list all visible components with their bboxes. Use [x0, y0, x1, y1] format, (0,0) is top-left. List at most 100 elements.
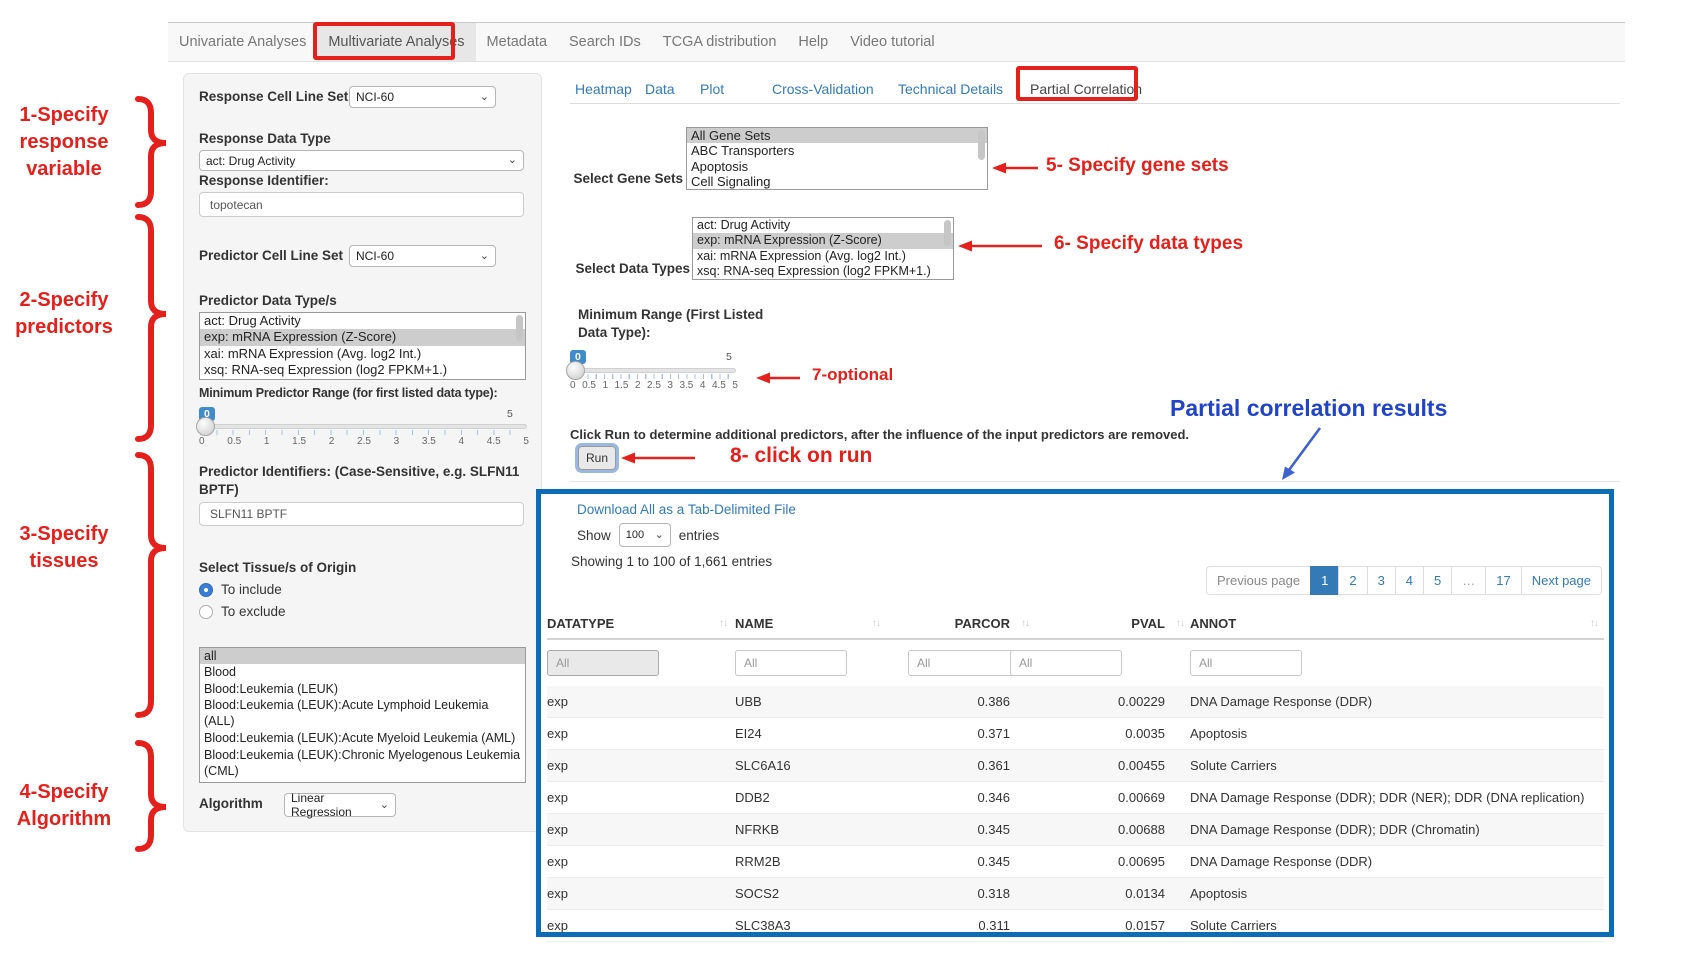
tab-cross-validation[interactable]: Cross-Validation — [772, 81, 874, 97]
arrow-left-icon — [958, 240, 1042, 252]
slider-track[interactable] — [570, 368, 736, 373]
response-identifier-input[interactable] — [199, 192, 524, 217]
filter-datatype-input[interactable] — [547, 650, 659, 676]
listbox-option[interactable]: xsq: RNA-seq Expression (log2 FPKM+1.) — [697, 264, 931, 279]
sort-icon[interactable]: ↑↓ — [872, 617, 881, 629]
cell-datatype: exp — [547, 790, 568, 805]
slider-handle[interactable] — [566, 361, 585, 380]
listbox-option[interactable]: Blood:Leukemia (LEUK):Acute Myeloid Leuk… — [204, 731, 516, 746]
sort-icon[interactable]: ↑↓ — [719, 617, 728, 629]
listbox-option[interactable]: Blood — [204, 665, 236, 680]
brace-response-section — [135, 96, 167, 208]
slider-track[interactable] — [199, 424, 527, 429]
algorithm-select[interactable]: Linear Regression ⌄ — [284, 791, 396, 819]
listbox-option-selected[interactable]: all — [200, 648, 525, 665]
listbox-option[interactable]: xai: mRNA Expression (Avg. log2 Int.) — [204, 345, 422, 361]
next-page-button[interactable]: Next page — [1520, 566, 1602, 595]
listbox-option[interactable]: Blood:Leukemia (LEUK):Chronic Myelogenou… — [204, 747, 521, 779]
nav-video-tutorial[interactable]: Video tutorial — [850, 34, 935, 50]
tab-technical-details[interactable]: Technical Details — [898, 81, 1004, 97]
listbox-option-selected[interactable]: All Gene Sets — [687, 128, 987, 144]
tick-label: 1.5 — [614, 380, 629, 391]
nav-help[interactable]: Help — [798, 34, 829, 50]
tab-plot[interactable]: Plot — [700, 81, 725, 97]
radio-to-exclude[interactable]: To exclude — [199, 604, 286, 619]
page-button-17[interactable]: 17 — [1485, 566, 1522, 595]
table-row: exp NFRKB 0.345 0.00688 DNA Damage Respo… — [547, 814, 1604, 846]
sort-icon[interactable]: ↑↓ — [1176, 617, 1185, 629]
page-button-3[interactable]: 3 — [1366, 566, 1396, 595]
listbox-option[interactable]: Cell Signaling — [691, 174, 771, 190]
sort-icon[interactable]: ↑↓ — [1021, 617, 1030, 629]
top-navbar: Univariate Analyses Multivariate Analyse… — [168, 22, 1625, 62]
section-divider — [570, 481, 1620, 482]
listbox-option-selected[interactable]: exp: mRNA Expression (Z-Score) — [693, 233, 953, 249]
filter-parcor-input[interactable] — [908, 650, 1020, 676]
column-header-annot[interactable]: ANNOT ↑↓ — [1165, 608, 1604, 638]
radio-unselected-icon — [199, 604, 213, 619]
cell-name: NFRKB — [735, 822, 780, 837]
tab-partial-correlation[interactable]: Partial Correlation — [1030, 81, 1143, 97]
cell-datatype: exp — [547, 918, 568, 933]
cell-parcor: 0.386 — [977, 694, 1010, 709]
predictor-cell-line-set-select[interactable]: NCI-60 ⌄ — [349, 245, 496, 267]
scrollbar-thumb[interactable] — [516, 315, 523, 341]
page-button-1[interactable]: 1 — [1310, 566, 1340, 595]
listbox-option[interactable]: ABC Transporters — [691, 143, 795, 159]
entries-label: entries — [678, 527, 720, 543]
listbox-option-selected[interactable]: exp: mRNA Expression (Z-Score) — [200, 329, 525, 346]
sort-icon[interactable]: ↑↓ — [1590, 617, 1599, 629]
scrollbar-thumb[interactable] — [978, 130, 985, 160]
annotation-results-label: Partial correlation results — [1170, 395, 1448, 421]
nav-tcga-distribution[interactable]: TCGA distribution — [662, 34, 777, 50]
column-header-name[interactable]: NAME ↑↓ — [735, 608, 908, 638]
column-header-pval[interactable]: PVAL ↑↓ — [1010, 608, 1185, 638]
tick-label: 5 — [523, 436, 529, 447]
radio-to-exclude-label: To exclude — [221, 604, 286, 619]
filter-name-input[interactable] — [735, 650, 847, 676]
listbox-option[interactable]: act: Drug Activity — [204, 313, 301, 328]
page-button-5[interactable]: 5 — [1423, 566, 1453, 595]
radio-to-include[interactable]: To include — [199, 582, 282, 597]
listbox-option[interactable]: Blood:Leukemia (LEUK):Acute Lymphoid Leu… — [204, 697, 489, 729]
filter-pval-input[interactable] — [1010, 650, 1122, 676]
tabbar-divider — [570, 103, 1620, 104]
filter-annot-input[interactable] — [1190, 650, 1302, 676]
nav-multivariate-analyses[interactable]: Multivariate Analyses — [317, 23, 476, 61]
nav-search-ids[interactable]: Search IDs — [569, 34, 641, 50]
cell-pval: 0.00229 — [1118, 694, 1165, 709]
annotation-step8: 8- click on run — [730, 444, 873, 467]
nav-univariate-analyses[interactable]: Univariate Analyses — [179, 34, 307, 50]
column-header-parcor[interactable]: PARCOR ↑↓ — [908, 608, 1030, 638]
chevron-down-icon: ⌄ — [507, 154, 517, 166]
response-data-type-select[interactable]: act: Drug Activity ⌄ — [199, 150, 524, 171]
listbox-option[interactable]: Blood:Leukemia (LEUK) — [204, 681, 339, 696]
scrollbar-thumb[interactable] — [944, 220, 951, 246]
predictor-identifiers-input[interactable] — [199, 502, 524, 526]
sidebar-form: Response Cell Line Set NCI-60 ⌄ Response… — [183, 73, 542, 832]
slider-handle[interactable] — [196, 417, 215, 436]
cell-pval: 0.00695 — [1118, 854, 1165, 869]
download-tab-delimited-link[interactable]: Download All as a Tab-Delimited File — [577, 502, 796, 517]
tab-data[interactable]: Data — [645, 81, 675, 97]
listbox-option[interactable]: xsq: RNA-seq Expression (log2 FPKM+1.) — [204, 361, 448, 377]
page-button-4[interactable]: 4 — [1394, 566, 1425, 595]
show-entries-control: Show 100 ⌄ entries — [577, 523, 719, 547]
listbox-option[interactable]: Apoptosis — [691, 158, 749, 174]
nav-metadata[interactable]: Metadata — [486, 34, 548, 50]
table-row: exp EI24 0.371 0.0035 Apoptosis — [547, 718, 1604, 750]
page-length-select[interactable]: 100 ⌄ — [618, 523, 671, 547]
run-button[interactable]: Run — [578, 446, 616, 470]
cell-parcor: 0.318 — [977, 886, 1010, 901]
listbox-option[interactable]: xai: mRNA Expression (Avg. log2 Int.) — [697, 248, 906, 263]
page-button-2[interactable]: 2 — [1338, 566, 1368, 595]
min-range-slider: 0 5 0 0.5 1 1.5 2 2.5 3 3.5 4 4.5 5 — [566, 350, 740, 394]
min-predictor-range-label: Minimum Predictor Range (for first liste… — [199, 386, 498, 400]
column-header-datatype[interactable]: DATATYPE ↑↓ — [547, 608, 735, 638]
tick-label: 3.5 — [679, 380, 694, 391]
listbox-option[interactable]: act: Drug Activity — [697, 218, 791, 232]
tab-heatmap[interactable]: Heatmap — [575, 81, 632, 97]
response-cell-line-set-select[interactable]: NCI-60 ⌄ — [349, 86, 496, 108]
previous-page-button[interactable]: Previous page — [1205, 566, 1312, 595]
slider-ticks — [571, 374, 735, 379]
